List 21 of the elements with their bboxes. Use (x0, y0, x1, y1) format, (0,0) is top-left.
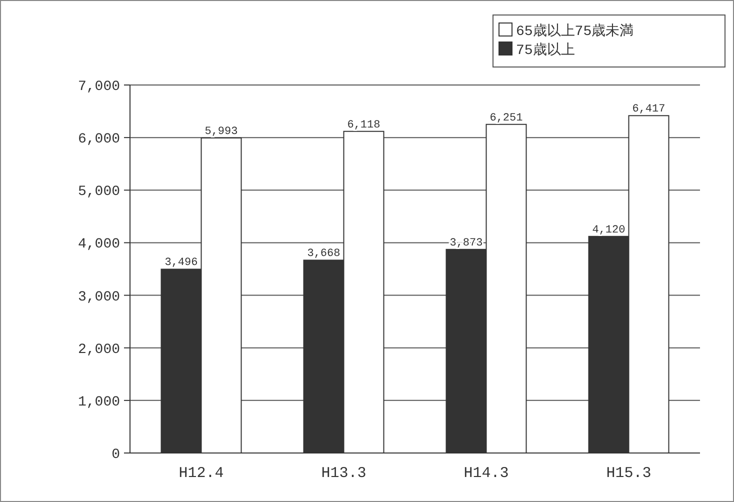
data-label: 6,417 (632, 104, 666, 116)
x-tick-label: H13.3 (321, 465, 366, 482)
data-label: 6,118 (347, 119, 380, 132)
data-label: 3,668 (307, 248, 340, 260)
data-label: 4,120 (592, 224, 626, 236)
legend-label: 75歳以上 (516, 42, 575, 59)
y-tick-label: 5,000 (78, 184, 120, 200)
x-tick-label: H15.3 (606, 465, 652, 482)
x-tick-label: H12.4 (178, 465, 224, 482)
legend-label: 65歳以上75歳未満 (516, 23, 634, 40)
y-tick-label: 3,000 (78, 289, 120, 306)
x-tick-label: H14.3 (464, 465, 509, 482)
data-label: 3,496 (164, 257, 198, 270)
y-tick-label: 0 (112, 447, 120, 463)
y-tick-label: 4,000 (78, 236, 120, 253)
y-tick-label: 2,000 (78, 342, 120, 358)
data-label: 6,251 (490, 112, 524, 124)
y-tick-label: 7,000 (78, 79, 120, 95)
data-label: 5,993 (204, 126, 238, 138)
y-tick-label: 6,000 (78, 132, 120, 148)
y-tick-label: 1,000 (78, 394, 120, 410)
